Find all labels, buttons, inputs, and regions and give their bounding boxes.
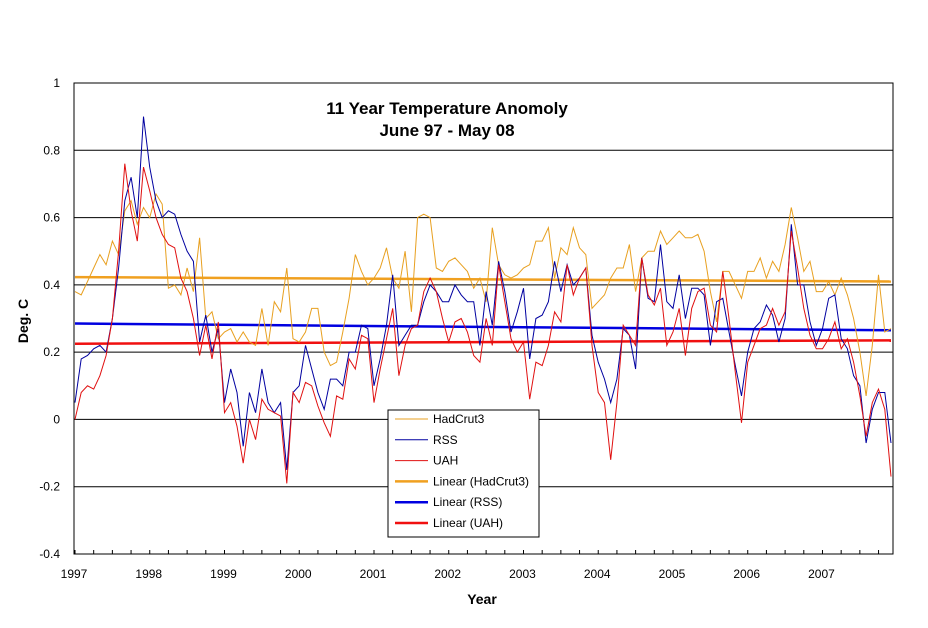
- x-tick-label: 1997: [61, 567, 88, 581]
- series-line-uah: [74, 163, 892, 484]
- legend-label: UAH: [433, 454, 458, 468]
- plot-area-border: [73, 82, 894, 555]
- series-line-hadcrut3: [74, 192, 892, 396]
- legend-box: [387, 409, 540, 538]
- x-tick-label: 2002: [434, 567, 461, 581]
- series-line-rss: [74, 116, 892, 470]
- y-tick-label: 0.2: [43, 345, 60, 359]
- legend-label: HadCrut3: [433, 412, 485, 426]
- y-axis-label: Deg. C: [15, 299, 31, 343]
- x-tick-label: 2007: [808, 567, 835, 581]
- x-tick-label: 2004: [584, 567, 611, 581]
- legend: HadCrut3 RSS UAH Linear (HadCrut3) Linear (R…: [387, 409, 540, 538]
- x-tick-label: 1999: [210, 567, 237, 581]
- x-tick-label: 1998: [135, 567, 162, 581]
- x-axis-label: Year: [467, 591, 497, 607]
- y-tick-label: -0.2: [39, 480, 60, 494]
- y-tick-label: 0.8: [43, 143, 60, 157]
- y-tick-label: -0.4: [39, 547, 60, 561]
- y-tick-label: 0.4: [43, 278, 60, 292]
- series-lines: [74, 116, 892, 484]
- x-tick-label: 2006: [733, 567, 760, 581]
- legend-label: Linear (RSS): [433, 495, 502, 509]
- trend-line-linear-rss: [74, 322, 892, 332]
- trend-line-linear-hadcrut3: [74, 275, 892, 283]
- x-tick-label: 2005: [659, 567, 686, 581]
- y-tick-label: 0.6: [43, 211, 60, 225]
- chart-title: 11 Year Temperature Anomoly: [326, 99, 568, 118]
- x-tick-marks: [74, 550, 880, 554]
- y-tick-label: 1: [53, 76, 60, 90]
- legend-label: Linear (HadCrut3): [433, 474, 529, 488]
- x-tick-label: 2000: [285, 567, 312, 581]
- y-tick-label: 0: [53, 412, 60, 426]
- legend-label: RSS: [433, 433, 458, 447]
- y-tick-labels: 1 0.8 0.6 0.4 0.2 0 -0.2 -0.4: [39, 76, 60, 561]
- chart-subtitle: June 97 - May 08: [379, 121, 514, 140]
- x-tick-label: 2001: [360, 567, 387, 581]
- x-tick-label: 2003: [509, 567, 536, 581]
- x-tick-labels: 1997 1998 1999 2000 2001 2002 2003 2004 2005 2006…: [61, 567, 836, 581]
- legend-label: Linear (UAH): [433, 516, 503, 530]
